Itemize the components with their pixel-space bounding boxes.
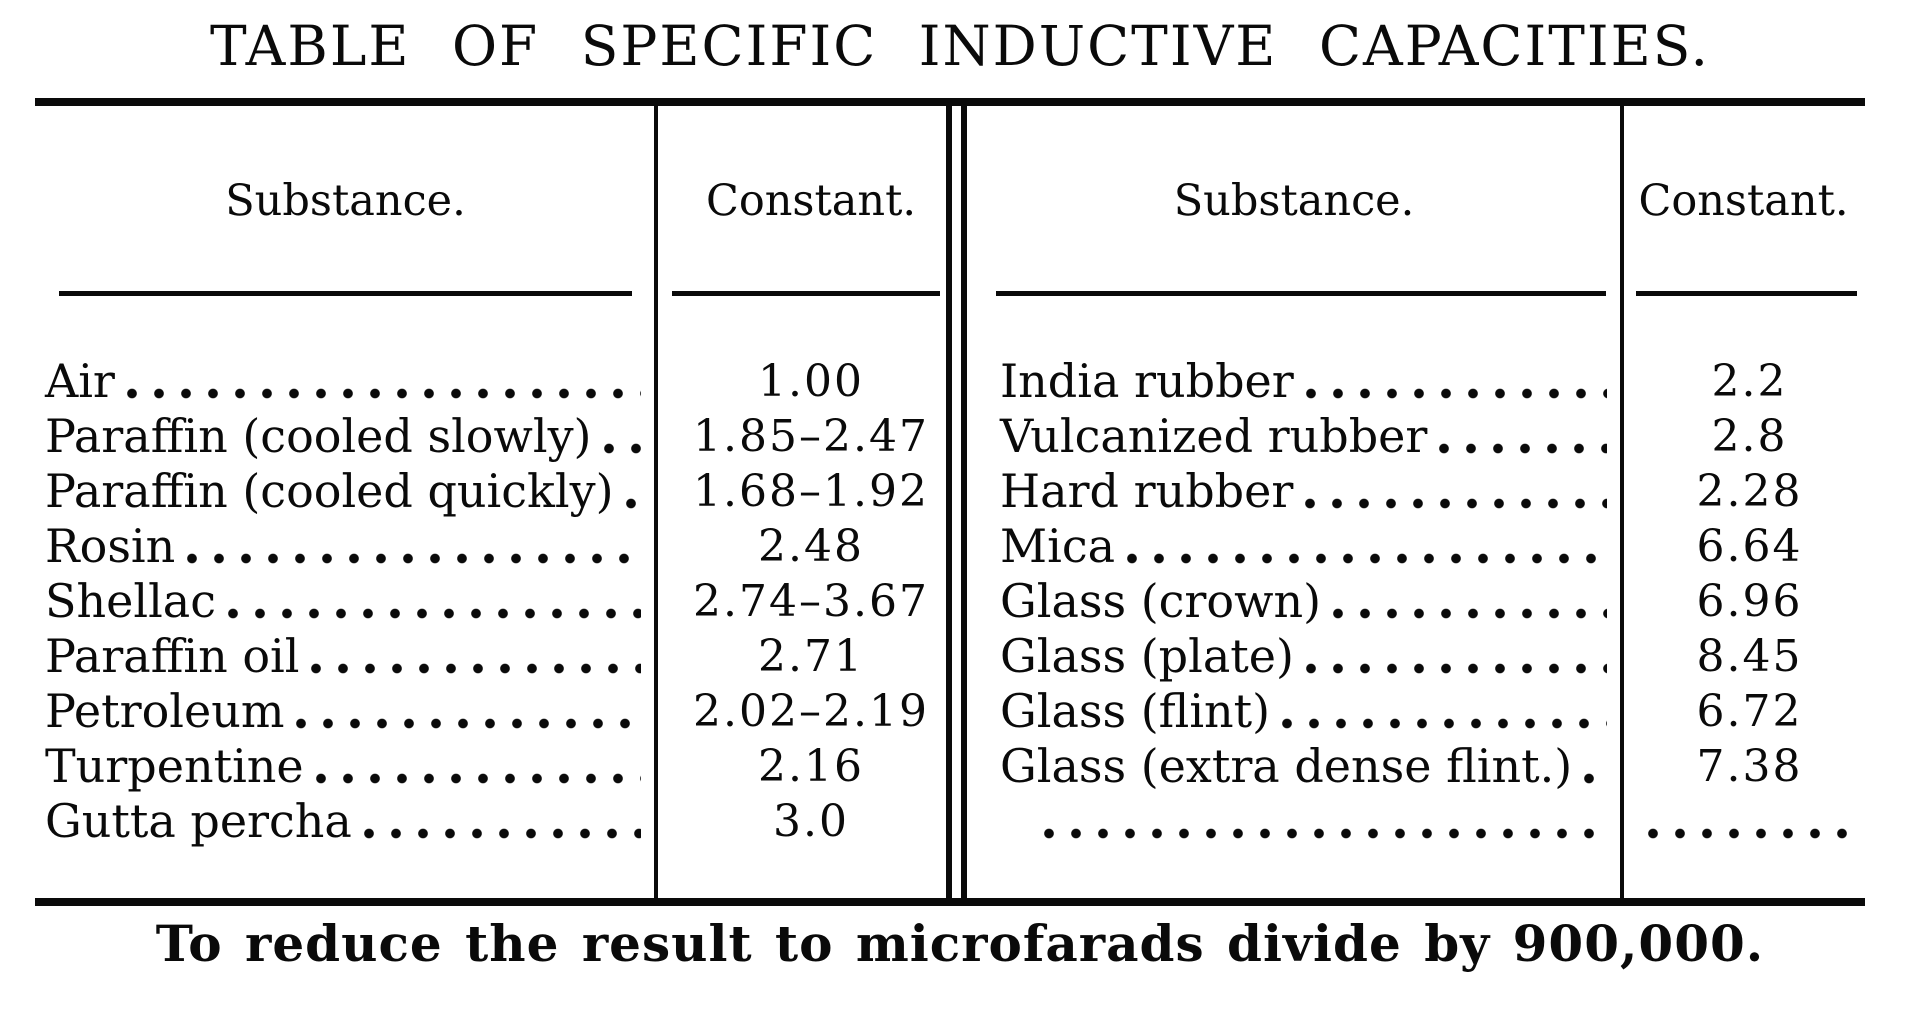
constant-cell: 7.38 xyxy=(1696,741,1803,792)
dot-leader xyxy=(1044,828,1607,839)
constant-cell: 2.71 xyxy=(758,631,864,682)
header-substance-right: Substance. xyxy=(966,106,1622,296)
constant-cell: 2.02–2.19 xyxy=(693,686,929,737)
substance-name: Shellac xyxy=(45,574,216,628)
substance-cell: India rubber xyxy=(966,354,1622,409)
constant-cell: 6.64 xyxy=(1696,521,1803,572)
substance-cell: Paraffin (cooled quickly) xyxy=(35,464,656,519)
page-title: TABLE OF SPECIFIC INDUCTIVE CAPACITIES. xyxy=(210,14,1710,78)
substance-cell: Glass (crown) xyxy=(966,574,1622,629)
constant-cell: 1.00 xyxy=(758,356,864,407)
inductive-capacities-table: Substance. Constant. Substance. Constant… xyxy=(35,98,1865,906)
substance-cell: Shellac xyxy=(35,574,656,629)
substance-cell: Gutta percha xyxy=(35,794,656,849)
header-label: Constant. xyxy=(705,176,917,226)
header-label: Constant. xyxy=(1638,176,1849,226)
dot-leader xyxy=(1282,718,1607,729)
substance-cell-empty xyxy=(966,794,1622,849)
dot-leader xyxy=(1305,663,1607,674)
header-underline xyxy=(996,291,1606,296)
substance-cell: Petroleum xyxy=(35,684,656,739)
header-underline xyxy=(59,291,632,296)
header-constant-left: Constant. xyxy=(656,106,966,296)
dot-leader xyxy=(625,498,641,509)
constant-cell: 2.48 xyxy=(758,521,864,572)
substance-cell: Air xyxy=(35,354,656,409)
substance-cell: Vulcanized rubber xyxy=(966,409,1622,464)
constant-cell: 3.0 xyxy=(773,796,849,847)
header-label: Substance. xyxy=(225,176,466,226)
constant-cell: 1.68–1.92 xyxy=(693,466,929,517)
substance-name: Paraffin (cooled quickly) xyxy=(45,464,614,518)
substance-name: Turpentine xyxy=(45,739,304,793)
right-column-divider-rule xyxy=(1620,106,1624,898)
substance-name: Glass (crown) xyxy=(1000,574,1322,628)
header-underline xyxy=(1636,291,1857,296)
substance-name: Paraffin (cooled slowly) xyxy=(45,409,592,463)
substance-cell: Hard rubber xyxy=(966,464,1622,519)
substance-name: Glass (plate) xyxy=(1000,629,1294,683)
substance-cell: Glass (flint) xyxy=(966,684,1622,739)
substance-name: Rosin xyxy=(45,519,176,573)
dot-leader xyxy=(1439,443,1607,454)
dot-leader xyxy=(126,388,641,399)
constant-cell: 2.8 xyxy=(1711,411,1788,462)
substance-name: Glass (extra dense flint.) xyxy=(1000,739,1573,793)
dot-leader xyxy=(603,443,641,454)
dot-leader xyxy=(187,553,641,564)
constant-cell: 1.85–2.47 xyxy=(693,411,929,462)
dot-leader xyxy=(363,828,641,839)
substance-cell: Turpentine xyxy=(35,739,656,794)
constant-cell: 6.72 xyxy=(1696,686,1803,737)
substance-cell: Paraffin oil xyxy=(35,629,656,684)
dot-leader xyxy=(1333,608,1607,619)
substance-name: Hard rubber xyxy=(1000,464,1294,518)
substance-cell: Glass (extra dense flint.) xyxy=(966,739,1622,794)
substance-name: Gutta percha xyxy=(45,794,352,848)
center-double-rule xyxy=(946,106,967,898)
dot-leader xyxy=(1305,388,1607,399)
substance-name: Vulcanized rubber xyxy=(1000,409,1428,463)
table-body: Air 1.00 India rubber 2.2 Paraffin (cool… xyxy=(35,354,1865,849)
substance-name: Paraffin oil xyxy=(45,629,300,683)
constant-cell: 2.2 xyxy=(1711,356,1788,407)
substance-name: Petroleum xyxy=(45,684,285,738)
substance-name: India rubber xyxy=(1000,354,1294,408)
table-header-row: Substance. Constant. Substance. Constant… xyxy=(35,106,1865,296)
header-underline xyxy=(672,291,940,296)
dot-leader xyxy=(296,718,641,729)
substance-name: Mica xyxy=(1000,519,1115,573)
header-constant-right: Constant. xyxy=(1622,106,1865,296)
constant-cell: 8.45 xyxy=(1696,631,1803,682)
constant-cell: 2.28 xyxy=(1696,466,1803,517)
substance-name: Glass (flint) xyxy=(1000,684,1271,738)
left-column-divider-rule xyxy=(654,106,658,898)
header-substance-left: Substance. xyxy=(35,106,656,296)
substance-name: Air xyxy=(45,354,115,408)
dot-leader xyxy=(1584,773,1607,784)
substance-cell: Rosin xyxy=(35,519,656,574)
header-label: Substance. xyxy=(1173,176,1415,226)
substance-cell: Glass (plate) xyxy=(966,629,1622,684)
dot-leader xyxy=(227,608,641,619)
substance-cell: Mica xyxy=(966,519,1622,574)
substance-cell: Paraffin (cooled slowly) xyxy=(35,409,656,464)
dot-leader xyxy=(1305,498,1607,509)
dot-leader xyxy=(311,663,641,674)
dot-leader xyxy=(315,773,641,784)
constant-cell: 6.96 xyxy=(1696,576,1803,627)
constant-cell-empty xyxy=(1622,794,1865,849)
footnote: To reduce the result to microfarads divi… xyxy=(155,914,1765,973)
dot-leader xyxy=(1127,553,1607,564)
constant-cell: 2.74–3.67 xyxy=(693,576,929,627)
dot-leader xyxy=(1648,828,1863,839)
constant-cell: 2.16 xyxy=(758,741,864,792)
